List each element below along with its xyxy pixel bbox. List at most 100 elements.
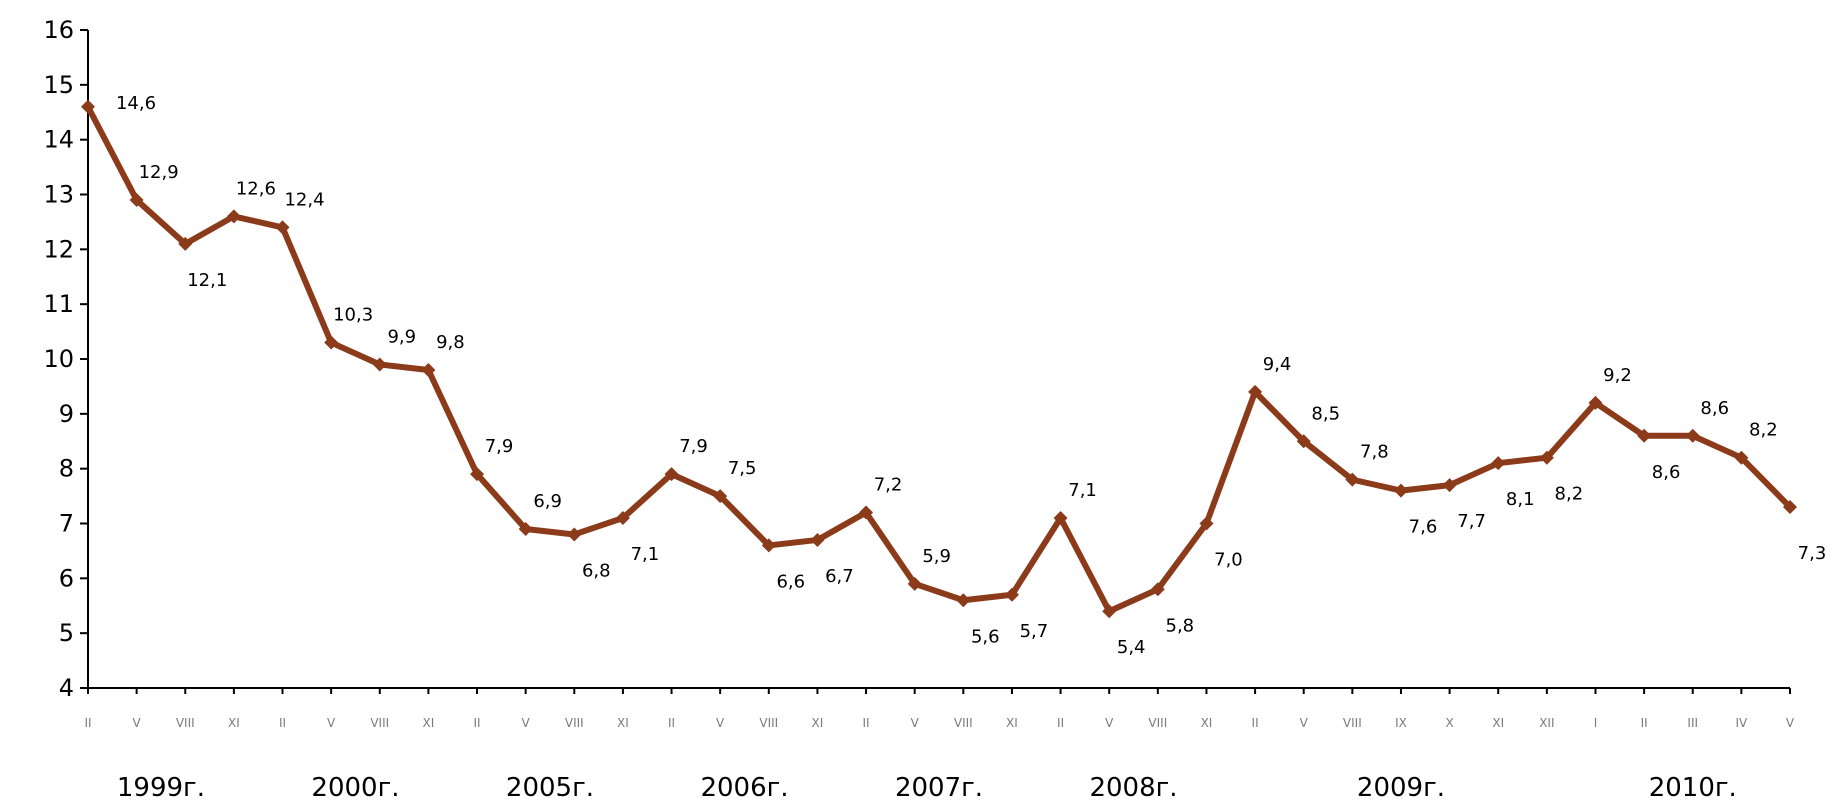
data-label: 5,4 bbox=[1117, 637, 1146, 658]
data-label: 7,1 bbox=[1068, 480, 1097, 501]
x-tick-label: V bbox=[522, 716, 531, 730]
data-label: 5,8 bbox=[1166, 615, 1195, 636]
y-tick-label: 5 bbox=[59, 619, 74, 647]
x-tick-label: IX bbox=[1395, 716, 1407, 730]
x-tick-label: VIII bbox=[370, 716, 389, 730]
x-tick-label: XI bbox=[1492, 716, 1504, 730]
x-tick-label: V bbox=[1300, 716, 1309, 730]
data-point bbox=[859, 505, 874, 520]
data-point bbox=[1102, 604, 1117, 619]
data-point bbox=[81, 99, 95, 114]
data-label: 8,6 bbox=[1652, 462, 1681, 483]
data-label: 7,9 bbox=[679, 436, 708, 457]
data-label: 9,9 bbox=[387, 326, 416, 347]
x-tick-label: II bbox=[863, 716, 870, 730]
data-label: 6,8 bbox=[582, 560, 611, 581]
year-label: 2009г. bbox=[1357, 773, 1445, 803]
data-label: 7,8 bbox=[1360, 442, 1389, 463]
y-tick-label: 9 bbox=[59, 400, 74, 428]
data-labels: 14,6 12,9 12,1 12,6 12,4 10,3 9,9 9,8 7,9 6,9 6,8 7… bbox=[116, 93, 1826, 658]
year-label: 2005г. bbox=[506, 773, 594, 803]
data-point bbox=[713, 489, 728, 504]
data-point bbox=[1637, 428, 1652, 443]
data-label: 12,6 bbox=[236, 178, 276, 199]
x-tick-label: VIII bbox=[565, 716, 584, 730]
x-tick-label: XI bbox=[228, 716, 240, 730]
y-tick-label: 14 bbox=[43, 126, 74, 154]
y-tick-label: 13 bbox=[43, 181, 74, 209]
data-label: 5,7 bbox=[1020, 621, 1049, 642]
data-point bbox=[421, 362, 436, 377]
x-tick-label: II bbox=[473, 716, 480, 730]
x-tick-label: II bbox=[668, 716, 675, 730]
data-point bbox=[1588, 395, 1603, 410]
data-label: 8,2 bbox=[1555, 484, 1584, 505]
x-tick-label: VIII bbox=[1343, 716, 1362, 730]
x-tick-label: V bbox=[1786, 716, 1795, 730]
x-tick-label: XII bbox=[1539, 716, 1554, 730]
x-tick-label: XI bbox=[1201, 716, 1213, 730]
data-label: 7,3 bbox=[1798, 543, 1827, 564]
data-point bbox=[615, 511, 630, 526]
year-label: 2008г. bbox=[1089, 773, 1177, 803]
data-point bbox=[275, 220, 290, 235]
year-label: 2006г. bbox=[700, 773, 788, 803]
y-axis: 4 5 6 7 8 9 10 11 12 13 14 15 16 bbox=[43, 16, 89, 702]
year-label: 1999г. bbox=[117, 773, 205, 803]
y-tick-label: 15 bbox=[43, 71, 74, 99]
data-point bbox=[178, 236, 193, 251]
data-point bbox=[907, 576, 922, 591]
data-point bbox=[129, 192, 144, 207]
data-label: 7,1 bbox=[631, 544, 660, 565]
data-point bbox=[1345, 472, 1360, 487]
data-label: 7,5 bbox=[728, 458, 757, 479]
data-point bbox=[372, 357, 387, 372]
data-label: 5,9 bbox=[922, 546, 951, 567]
x-tick-label: X bbox=[1445, 716, 1453, 730]
y-tick-label: 12 bbox=[43, 235, 74, 263]
series-line bbox=[85, 103, 1793, 615]
year-label: 2010г. bbox=[1649, 773, 1737, 803]
x-tick-label: VIII bbox=[759, 716, 778, 730]
data-label: 8,2 bbox=[1749, 420, 1778, 441]
x-tick-label: V bbox=[1105, 716, 1114, 730]
data-label: 8,1 bbox=[1506, 489, 1535, 510]
year-label: 2007г. bbox=[895, 773, 983, 803]
data-point bbox=[1734, 450, 1749, 465]
x-tick-label: VIII bbox=[954, 716, 973, 730]
x-tick-label: IV bbox=[1735, 716, 1748, 730]
data-point bbox=[1004, 587, 1019, 602]
data-label: 5,6 bbox=[971, 626, 1000, 647]
data-point bbox=[226, 209, 241, 224]
data-point bbox=[810, 532, 825, 547]
x-tick-label: II bbox=[84, 716, 91, 730]
x-tick-label: II bbox=[1641, 716, 1648, 730]
x-tick-label: V bbox=[716, 716, 725, 730]
data-label: 14,6 bbox=[116, 93, 156, 114]
data-point bbox=[1539, 450, 1554, 465]
data-point bbox=[761, 538, 776, 553]
data-label: 12,4 bbox=[284, 189, 324, 210]
y-tick-label: 11 bbox=[43, 290, 74, 318]
x-tick-label: V bbox=[133, 716, 142, 730]
x-tick-label: I bbox=[1594, 716, 1598, 730]
data-label: 7,2 bbox=[874, 475, 903, 496]
data-label: 7,0 bbox=[1214, 550, 1243, 571]
x-tick-label: V bbox=[327, 716, 336, 730]
data-label: 9,8 bbox=[436, 332, 465, 353]
data-point bbox=[567, 527, 582, 542]
y-tick-label: 7 bbox=[59, 510, 74, 538]
x-tick-label: II bbox=[1252, 716, 1259, 730]
data-point bbox=[470, 467, 485, 482]
data-label: 12,9 bbox=[139, 162, 179, 183]
y-tick-label: 6 bbox=[59, 564, 74, 592]
data-label: 12,1 bbox=[187, 270, 227, 291]
data-label: 7,7 bbox=[1457, 511, 1486, 532]
data-label: 6,7 bbox=[825, 566, 854, 587]
data-label: 9,4 bbox=[1263, 354, 1292, 375]
data-point bbox=[1053, 511, 1068, 526]
x-tick-label: XI bbox=[423, 716, 435, 730]
y-tick-label: 4 bbox=[59, 674, 74, 702]
x-tick-label: VIII bbox=[176, 716, 195, 730]
